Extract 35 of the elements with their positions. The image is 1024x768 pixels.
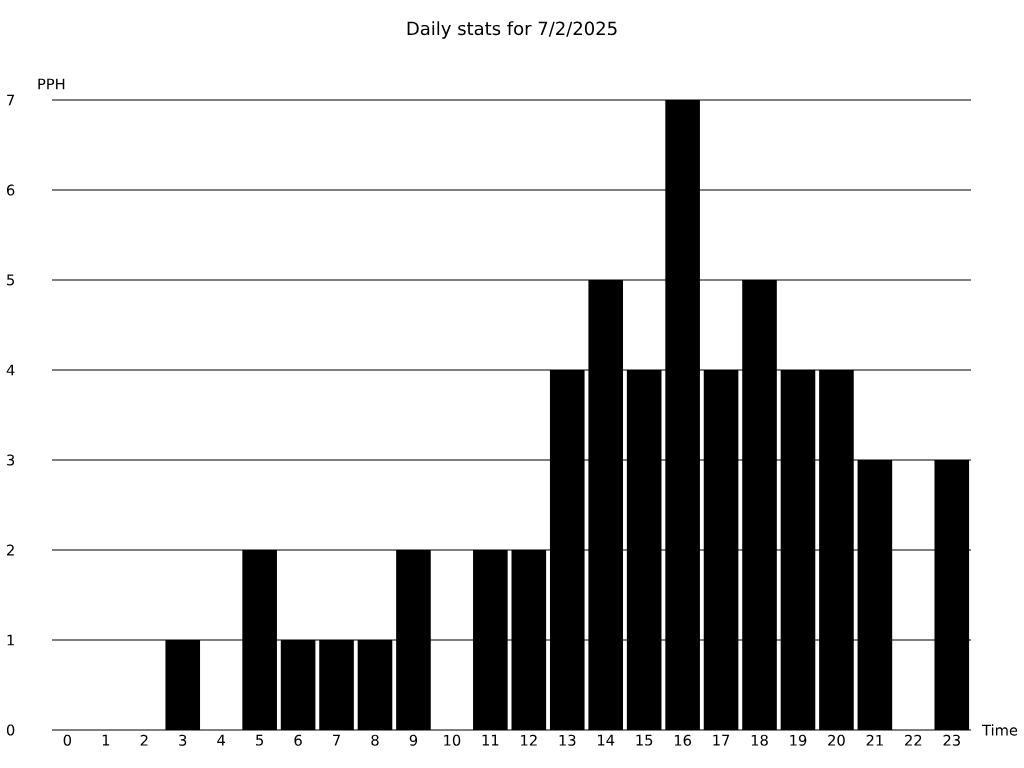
y-axis-title: PPH [38,78,65,90]
x-tick-label: 0 [63,734,72,746]
x-tick-label: 15 [636,734,653,746]
x-tick-label: 16 [674,734,692,746]
x-tick-label: 5 [256,734,264,746]
x-tick-label: 19 [790,734,807,746]
x-tick-label: 13 [559,734,576,746]
x-tick-label: 12 [521,734,537,746]
x-tick-label: 4 [217,734,226,746]
y-tick-label: 6 [6,184,15,196]
x-tick-label: 1 [102,734,110,746]
x-tick-label: 17 [713,734,730,746]
x-tick-label: 7 [333,734,340,746]
chart-title: Daily stats for 7/2/2025 [407,21,617,39]
x-tick-label: 2 [140,734,148,746]
x-tick-label: 21 [866,734,883,746]
x-tick-label: 14 [597,734,615,746]
y-tick-label: 2 [7,544,14,556]
x-tick-label: 6 [294,734,302,746]
y-tick-label: 1 [7,634,14,646]
x-tick-label: 8 [371,734,379,746]
x-tick-label: 9 [409,734,418,746]
y-tick-label: 5 [7,274,15,286]
y-tick-label: 4 [6,364,15,376]
x-tick-label: 10 [444,734,461,746]
x-tick-label: 20 [828,734,845,746]
x-axis-title: Time [982,724,1018,736]
x-tick-label: 22 [905,734,922,746]
y-tick-label: 0 [6,724,15,736]
y-tick-label: 3 [7,454,15,466]
y-tick-label: 7 [7,94,15,106]
x-tick-label: 18 [751,734,768,746]
x-tick-label: 23 [943,734,960,746]
x-tick-label: 3 [179,734,187,746]
x-tick-label: 11 [482,734,499,746]
